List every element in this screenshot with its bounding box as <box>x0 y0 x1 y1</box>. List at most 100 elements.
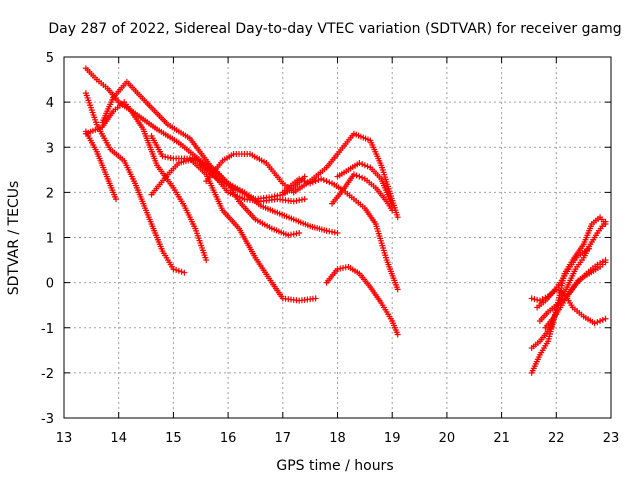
data-point-run <box>364 177 377 190</box>
data-point-run <box>166 161 181 176</box>
data-point-run <box>544 290 555 302</box>
series-trace-9 <box>197 162 308 203</box>
y-tick-label: -1 <box>41 322 54 337</box>
x-tick-label: 20 <box>439 431 456 446</box>
data-point-run <box>543 313 558 329</box>
data-point-run <box>254 217 273 231</box>
data-point-run <box>547 303 558 314</box>
data-point-run <box>111 80 129 99</box>
data-point-run <box>565 268 578 288</box>
y-tick-label: 4 <box>46 96 54 111</box>
data-point-run <box>577 247 590 258</box>
data-point-run <box>598 216 607 225</box>
data-point-run <box>326 228 338 236</box>
data-point-run <box>556 287 565 296</box>
data-point-run <box>298 176 311 186</box>
data-point-run <box>538 326 553 343</box>
data-point-run <box>330 189 345 205</box>
data-point-run <box>167 123 191 140</box>
data-point-run <box>249 152 268 165</box>
data-point-run <box>309 166 328 183</box>
x-tick-label: 21 <box>493 431 510 446</box>
data-point-run <box>188 137 214 169</box>
data-point-run <box>83 92 99 126</box>
data-point-run <box>590 215 602 226</box>
data-point-run <box>105 178 119 200</box>
data-point-run <box>357 272 372 289</box>
data-point-run <box>85 124 103 136</box>
data-point-run <box>331 181 344 192</box>
data-point-run <box>571 306 585 318</box>
data-point-run <box>309 223 328 234</box>
data-point-run <box>160 250 176 270</box>
data-point-run <box>374 186 389 203</box>
data-point-run <box>271 226 289 238</box>
x-tick-label: 13 <box>56 431 73 446</box>
data-point-run <box>141 128 160 167</box>
y-tick-label: 0 <box>46 277 54 292</box>
data-point-run <box>100 96 116 124</box>
data-point-run <box>133 182 149 212</box>
data-point <box>586 245 593 252</box>
data-point-run <box>162 153 174 161</box>
data-point-run <box>373 223 390 261</box>
data-point-run <box>574 257 586 270</box>
data-point-run <box>384 259 400 291</box>
data-point <box>528 295 535 302</box>
data-point-run <box>369 166 383 180</box>
data-point-run <box>106 87 121 104</box>
data-point <box>350 171 357 178</box>
data-point-run <box>265 162 285 185</box>
data-point <box>591 320 598 327</box>
data-point-run <box>538 310 550 323</box>
data-point <box>301 196 308 203</box>
data-points <box>82 65 609 376</box>
data-point-run <box>144 100 170 126</box>
data-point-run <box>221 152 235 163</box>
data-point-run <box>531 296 541 303</box>
data-point <box>356 160 363 167</box>
data-point-run <box>270 281 285 300</box>
data-point-run <box>320 176 333 186</box>
data-point-run <box>237 200 257 221</box>
data-point <box>181 269 188 276</box>
data-point-run <box>178 156 196 166</box>
data-point-run <box>309 176 322 186</box>
data-point <box>170 266 177 273</box>
data-point <box>394 286 401 293</box>
data-point-run <box>582 314 596 325</box>
data-point-run <box>530 339 541 350</box>
data-point-run <box>122 160 138 185</box>
data-point-run <box>538 340 550 356</box>
data-point-run <box>128 107 145 131</box>
data-point-run <box>94 151 110 180</box>
data-point-run <box>337 264 349 272</box>
data-point-run <box>379 302 394 322</box>
data-point-run <box>347 161 361 172</box>
y-tick-label: 3 <box>46 141 54 156</box>
x-tick-label: 16 <box>220 431 237 446</box>
data-point-run <box>84 67 98 81</box>
x-tick-label: 18 <box>329 431 346 446</box>
series-trace-3 <box>82 128 119 203</box>
data-point-run <box>325 268 339 284</box>
data-point-run <box>253 256 274 284</box>
data-point-run <box>125 80 148 104</box>
data-point <box>112 196 119 203</box>
data-point-run <box>353 197 366 210</box>
data-point-run <box>109 148 126 163</box>
x-tick-label: 22 <box>548 431 565 446</box>
data-point-run <box>325 152 339 169</box>
series-trace-13 <box>334 160 396 209</box>
data-point-run <box>587 232 599 248</box>
data-point-run <box>341 173 356 192</box>
data-point-run <box>588 265 601 276</box>
data-point-run <box>560 266 572 282</box>
data-point-run <box>149 135 165 158</box>
y-tick-label: 1 <box>46 232 54 247</box>
data-point-run <box>595 220 607 234</box>
data-point <box>602 259 609 266</box>
data-point-run <box>199 163 219 181</box>
